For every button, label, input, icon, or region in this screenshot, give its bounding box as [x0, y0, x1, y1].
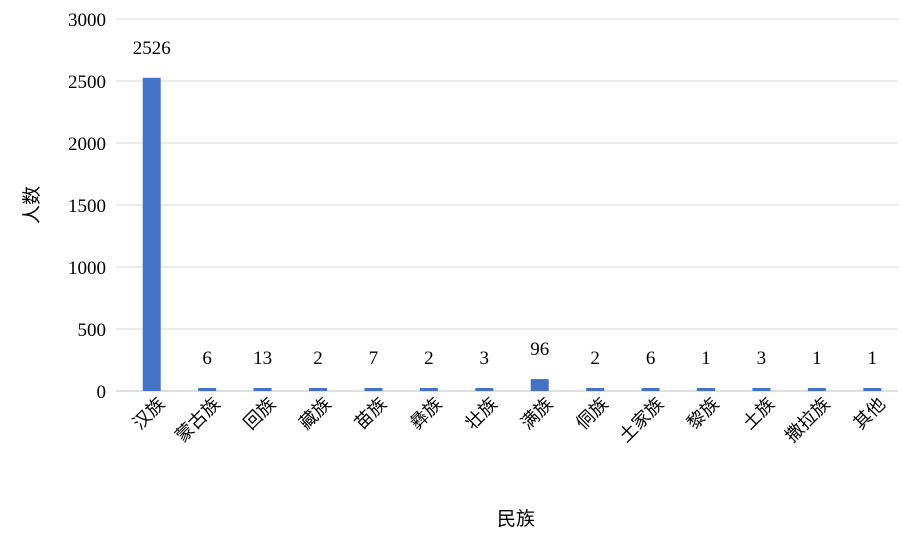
data-label: 96 [530, 339, 549, 360]
x-tick-label: 土家族 [615, 394, 668, 447]
data-label: 6 [202, 348, 212, 369]
bar [586, 388, 605, 391]
bar [697, 388, 715, 391]
bar [309, 388, 327, 391]
x-tick-label: 回族 [240, 394, 280, 434]
bar [198, 388, 217, 391]
data-label: 1 [868, 348, 878, 369]
gridlines [116, 18, 898, 392]
x-tick-label: 苗族 [351, 394, 391, 434]
bar [364, 388, 383, 391]
bar [641, 388, 660, 391]
data-label: 2 [313, 348, 323, 369]
data-label: 2 [424, 348, 434, 369]
x-tick-label: 藏族 [295, 394, 335, 434]
x-axis-title: 民族 [497, 508, 535, 530]
y-axis-ticks: 0 500 1000 1500 2000 2500 3000 [68, 10, 106, 403]
x-tick-label: 黎族 [683, 394, 723, 434]
x-axis-ticks: 汉族 蒙古族 回族 藏族 苗族 彝族 壮族 满族 侗族 土家族 黎族 土族 撒拉族 其他 [129, 394, 890, 447]
x-tick-label: 汉族 [129, 394, 169, 434]
x-tick-label: 蒙古族 [172, 394, 225, 447]
x-tick-label: 撒拉族 [781, 394, 834, 447]
data-label: 2526 [133, 38, 171, 59]
data-label: 2 [590, 348, 600, 369]
bars [142, 77, 882, 391]
x-tick-label: 满族 [517, 394, 557, 434]
bar [253, 388, 272, 391]
x-tick-label: 彝族 [406, 394, 446, 434]
data-label: 1 [812, 348, 822, 369]
x-tick-label: 侗族 [572, 394, 612, 434]
x-tick-label: 壮族 [462, 394, 502, 434]
x-tick-label: 土族 [739, 394, 779, 434]
y-tick-label: 3000 [68, 10, 106, 31]
y-tick-label: 500 [78, 320, 107, 341]
y-tick-label: 0 [97, 382, 107, 403]
y-tick-label: 2500 [68, 72, 106, 93]
y-tick-label: 1000 [68, 258, 106, 279]
data-label: 3 [480, 348, 490, 369]
bar [752, 388, 771, 391]
bar [142, 77, 161, 391]
data-label: 1 [701, 348, 711, 369]
y-tick-label: 2000 [68, 134, 106, 155]
y-axis-title: 人数 [21, 186, 43, 224]
bar [530, 379, 549, 391]
data-label: 6 [646, 348, 656, 369]
y-tick-label: 1500 [68, 196, 106, 217]
bar [863, 388, 882, 391]
bar [419, 388, 438, 391]
bar [475, 388, 494, 391]
data-label: 3 [757, 348, 767, 369]
bar [807, 388, 826, 391]
data-label: 7 [369, 348, 379, 369]
data-label: 13 [253, 348, 272, 369]
x-tick-label: 其他 [850, 394, 890, 434]
